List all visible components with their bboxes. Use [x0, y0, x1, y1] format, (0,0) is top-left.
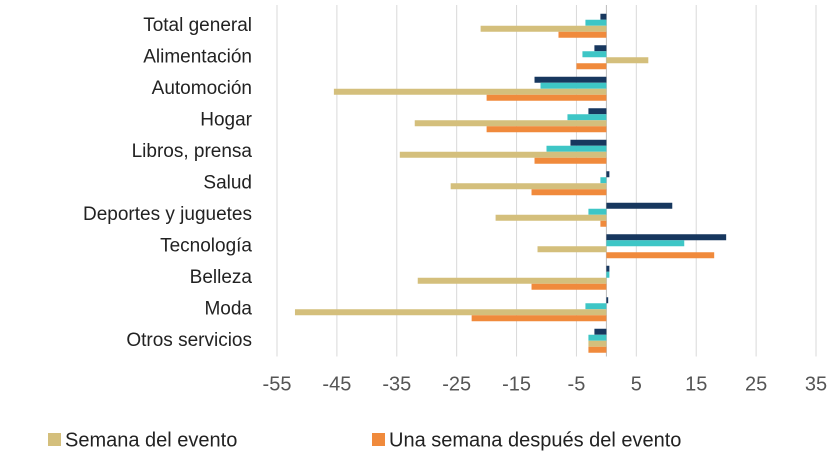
x-tick-label: -45: [322, 373, 351, 395]
bar: [600, 220, 607, 227]
x-tick-label: -15: [502, 373, 531, 395]
legend-label: Una semana después del evento: [389, 429, 681, 451]
bar: [567, 114, 607, 121]
x-tick-label: 5: [631, 373, 642, 395]
bar: [594, 45, 607, 52]
bar: [606, 240, 685, 247]
bar: [540, 82, 607, 89]
category-label: Belleza: [190, 267, 253, 288]
bar: [582, 51, 607, 58]
x-tick-label: -35: [382, 373, 411, 395]
bar: [606, 202, 673, 209]
bar: [600, 177, 607, 184]
bar: [606, 271, 610, 278]
bar: [294, 309, 607, 316]
bar: [531, 283, 607, 290]
bar: [537, 246, 607, 253]
legend-swatch: [372, 433, 385, 446]
bar: [606, 57, 649, 64]
bar: [588, 340, 607, 347]
bar: [606, 297, 609, 304]
x-tick-label: -25: [442, 373, 471, 395]
x-tick-label: 25: [745, 373, 767, 395]
bar: [585, 303, 607, 310]
bar: [606, 252, 715, 259]
category-label: Moda: [204, 298, 252, 319]
category-label: Tecnología: [160, 235, 252, 256]
bar: [588, 334, 607, 341]
bar: [534, 76, 607, 83]
bar: [606, 265, 610, 272]
category-label: Alimentación: [143, 46, 252, 67]
bar: [600, 13, 607, 20]
x-tick-label: 15: [685, 373, 707, 395]
bar: [585, 19, 607, 26]
bar: [486, 94, 607, 101]
category-label: Total general: [143, 15, 252, 36]
bar: [588, 108, 607, 115]
bar: [576, 63, 607, 70]
bar: [606, 234, 727, 241]
bar: [570, 139, 607, 146]
bar: [531, 189, 607, 196]
bar: [606, 171, 610, 178]
bar: [534, 157, 607, 164]
x-tick-label: -55: [263, 373, 292, 395]
bar: [414, 120, 607, 127]
bar: [588, 346, 607, 353]
bar: [588, 208, 607, 215]
legend-swatch: [48, 433, 61, 446]
bar: [558, 31, 607, 38]
bar: [450, 183, 607, 190]
bar: [486, 126, 607, 133]
category-label: Libros, prensa: [132, 141, 253, 162]
category-label: Otros servicios: [126, 330, 252, 351]
bar: [399, 151, 607, 158]
bar: [417, 277, 607, 284]
x-tick-label: -5: [568, 373, 586, 395]
category-label: Automoción: [152, 78, 252, 99]
bar: [471, 315, 607, 322]
category-label: Salud: [203, 172, 252, 193]
category-label: Deportes y juguetes: [83, 204, 252, 225]
bar: [546, 145, 607, 152]
bar: [495, 214, 607, 221]
bar: [480, 25, 607, 32]
bar: [594, 328, 607, 335]
legend-label: Semana del evento: [65, 429, 237, 451]
category-label: Hogar: [200, 109, 252, 130]
bar: [333, 88, 607, 95]
x-tick-label: 35: [805, 373, 827, 395]
